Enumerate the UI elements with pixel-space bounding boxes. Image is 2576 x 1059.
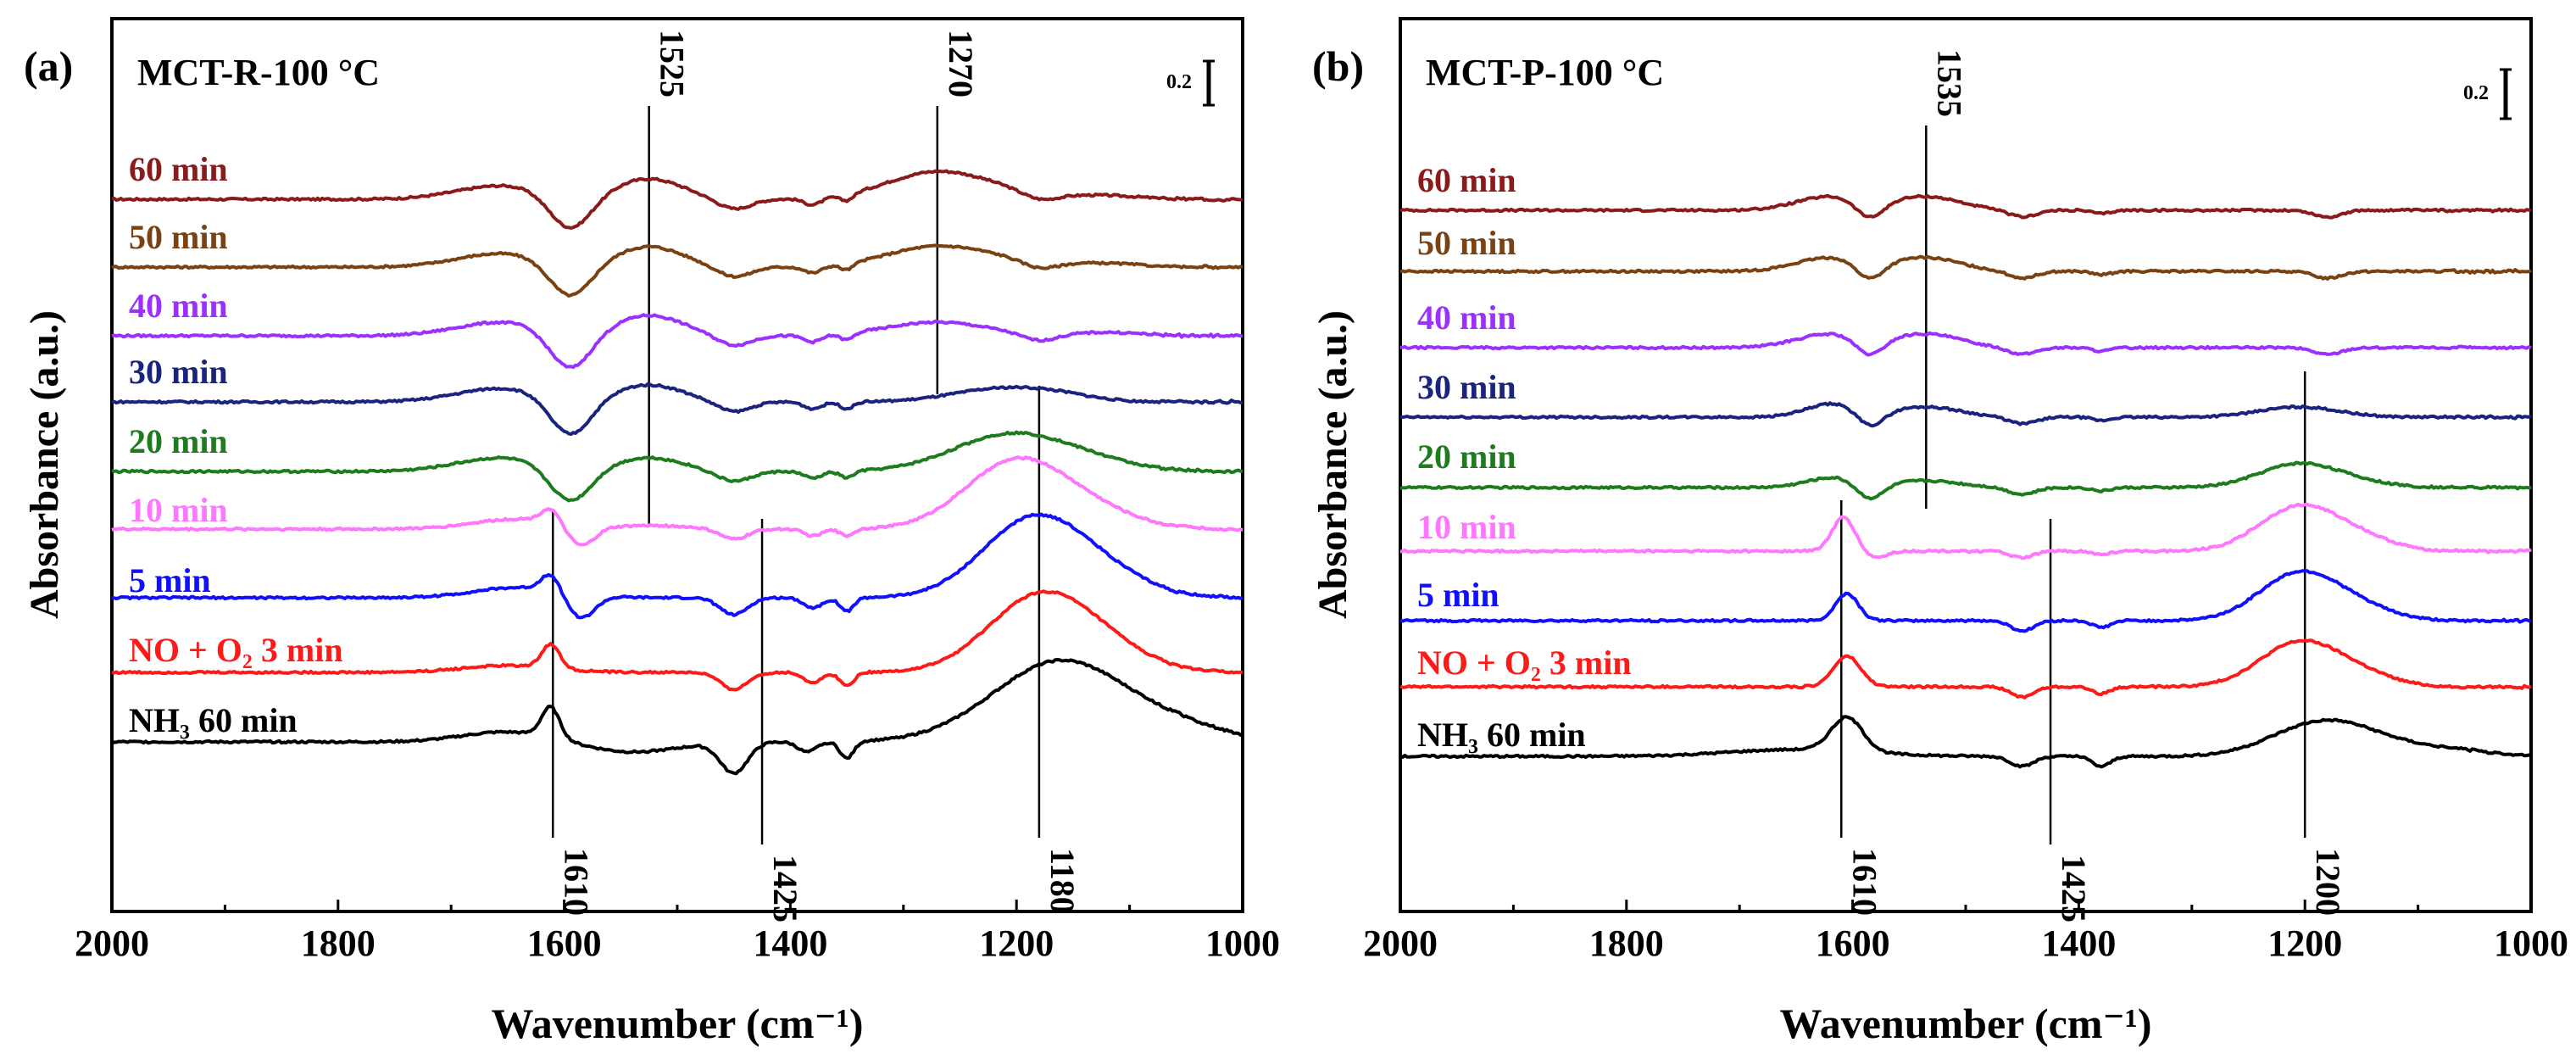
marker-label: 1535	[1930, 49, 1968, 117]
marker-label: 1525	[654, 30, 692, 98]
series-line	[111, 169, 1243, 230]
series-label: 50 min	[1417, 224, 1516, 262]
series-line	[111, 313, 1243, 370]
series-label: NO + O₂ 3 min	[1417, 644, 1632, 682]
x-tick-label: 1000	[2494, 922, 2568, 964]
x-tick-label: 1200	[979, 922, 1054, 964]
x-tick-label: 1600	[1816, 922, 1890, 964]
series-label: 5 min	[1417, 576, 1499, 614]
x-tick-label: 1400	[753, 922, 827, 964]
series-line	[1399, 569, 2532, 633]
x-tick-label: 2000	[75, 922, 149, 964]
series-line	[1399, 638, 2532, 699]
series-line	[1399, 193, 2532, 220]
scale-bar-label: 0.2	[2463, 82, 2489, 104]
x-axis-label: Wavenumber (cm⁻¹)	[491, 1000, 863, 1047]
series-label: 10 min	[1417, 508, 1516, 546]
series-label: NO + O₂ 3 min	[129, 631, 343, 669]
marker-label: 1270	[942, 30, 980, 98]
marker-label: 1425	[2055, 855, 2093, 922]
plot-frame	[110, 17, 1244, 913]
panel-label: (b)	[1312, 42, 1364, 90]
x-tick-label: 1800	[301, 922, 376, 964]
series-label: 60 min	[129, 150, 228, 188]
x-tick-label: 2000	[1363, 922, 1438, 964]
series-line	[111, 430, 1243, 503]
x-tick-label: 1600	[527, 922, 602, 964]
panel-b: (b) MCT-P-100 °C Absorbance (a.u.) Waven…	[1310, 17, 2568, 1047]
series-label: 50 min	[129, 218, 228, 256]
x-tick-label: 1200	[2267, 922, 2342, 964]
y-axis-label: Absorbance (a.u.)	[22, 310, 67, 619]
series-label: 10 min	[129, 491, 228, 529]
series-line	[1399, 460, 2532, 501]
series-line	[1400, 502, 2532, 560]
series-label: 20 min	[129, 422, 228, 460]
series-label: 60 min	[1417, 161, 1516, 199]
series-label: 40 min	[1417, 298, 1516, 337]
series-label: 20 min	[1417, 438, 1516, 476]
series-label: 30 min	[1417, 368, 1516, 406]
x-tick-label: 1800	[1589, 922, 1664, 964]
x-axis-label: Wavenumber (cm⁻¹)	[1779, 1000, 2151, 1047]
x-tick-label: 1000	[1205, 922, 1280, 964]
scale-bar-label: 0.2	[1166, 71, 1192, 93]
marker-label: 1180	[1043, 848, 1082, 914]
chart-title: MCT-P-100 °C	[1426, 52, 1664, 93]
series-line	[1399, 254, 2532, 281]
scale-bar: 0.2	[1166, 59, 1215, 107]
series-line	[111, 512, 1243, 620]
series-line	[1399, 331, 2532, 357]
marker-label: 1610	[1845, 848, 1883, 916]
chart-title: MCT-R-100 °C	[137, 52, 380, 93]
series-label: 40 min	[129, 287, 228, 325]
y-axis-label: Absorbance (a.u.)	[1310, 310, 1355, 619]
series-line	[111, 455, 1243, 547]
series-label: NH₃ 60 min	[129, 701, 298, 739]
panel-label: (a)	[24, 42, 73, 90]
series-line	[110, 243, 1243, 298]
marker-label: 1425	[766, 855, 804, 922]
series-label: NH₃ 60 min	[1417, 716, 1586, 754]
plot-frame	[1399, 17, 2533, 913]
marker-label: 1610	[557, 848, 595, 916]
x-tick-label: 1400	[2041, 922, 2116, 964]
series-line	[111, 382, 1243, 437]
marker-label: 1200	[2309, 848, 2347, 916]
series-line	[1399, 401, 2532, 428]
series-label: 30 min	[129, 353, 228, 391]
series-line	[1399, 715, 2532, 769]
series-label: 5 min	[129, 561, 211, 599]
series-line	[111, 658, 1243, 776]
panel-a: (a) MCT-R-100 °C Absorbance (a.u.) Waven…	[22, 17, 1280, 1047]
scale-bar: 0.2	[2463, 68, 2512, 120]
series-line	[111, 589, 1243, 692]
